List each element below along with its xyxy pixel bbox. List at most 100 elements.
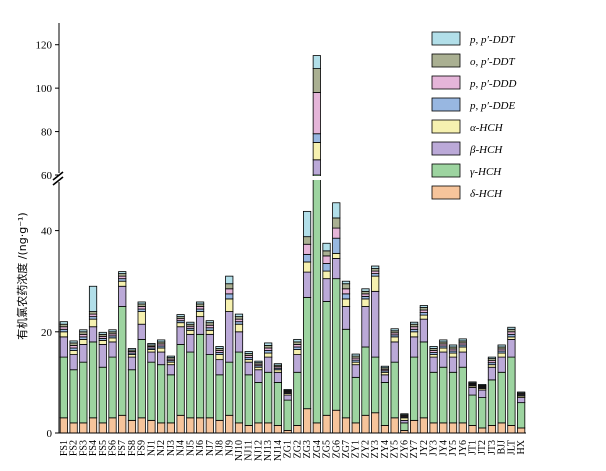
bar-segment-ZG4-0	[313, 423, 320, 433]
bar-segment-ZY4-7	[381, 366, 388, 368]
bar-segment-NJ3-7	[167, 356, 174, 358]
bar-segment-ZG6-5	[333, 228, 340, 238]
bar-segment-FS6-7	[109, 330, 116, 332]
bar-segment-NJ10-2	[235, 332, 242, 352]
bar-segment-NJ13-1	[264, 372, 271, 423]
bar-segment-FS9-0	[138, 418, 145, 433]
legend-label-0: p, p′-DDT	[469, 34, 515, 46]
bar-segment-FS6-2	[109, 342, 116, 357]
bar-segment-NJ2-2	[157, 352, 164, 365]
bar-segment-FS5-0	[99, 423, 106, 433]
bar-segment-NJ9-0	[226, 415, 233, 433]
bar-segment-JY2-3	[420, 315, 427, 319]
bar-segment-NJ14-0	[274, 425, 281, 433]
bar-segment-FS7-1	[119, 307, 126, 416]
bar-segment-JT3-2	[488, 367, 495, 380]
bar-segment-ZG3-0	[303, 409, 310, 433]
y-tick-label-80: 80	[41, 127, 53, 139]
bar-segment-NJ11-1	[245, 375, 252, 426]
legend-label-4: α-HCH	[470, 122, 504, 134]
bar-segment-ZG5-3	[323, 271, 330, 279]
bar-segment-ZY4-0	[381, 425, 388, 433]
bar-segment-JY6-0	[459, 423, 466, 433]
bar-segment-NJ14-2	[274, 372, 281, 382]
bar-segment-NJ5-7	[187, 322, 194, 324]
bar-segment-JY5-0	[449, 423, 456, 433]
bar-segment-FS7-7	[119, 272, 126, 274]
bar-segment-ZY2-2	[362, 307, 369, 347]
bar-segment-JY4-0	[440, 423, 447, 433]
bar-segment-NJ6-1	[196, 334, 203, 417]
bar-segment-NJ9-2	[226, 312, 233, 363]
bar-segment-ZY6-1	[401, 423, 408, 431]
bar-segment-FS3-2	[80, 344, 87, 362]
bar-segment-FS4-2	[89, 327, 96, 342]
bar-segment-FS9-2	[138, 324, 145, 339]
bar-segment-BJJ-3	[498, 353, 505, 357]
bar-segment-FS5-1	[99, 367, 106, 423]
bar-segment-NJ9-6	[226, 284, 233, 289]
bar-segment-JT3-0	[488, 425, 495, 433]
bar-segment-ZY1-0	[352, 423, 359, 433]
bar-segment-FS1-3	[60, 332, 67, 337]
bar-segment-ZY7-2	[410, 337, 417, 357]
bar-segment-FS5-2	[99, 344, 106, 367]
bar-segment-ZG3-4	[303, 254, 310, 262]
bar-segment-JT1-7	[469, 382, 476, 383]
bar-segment-FS2-1	[70, 370, 77, 423]
bar-segment-ZG6-1	[333, 279, 340, 411]
bar-segment-FS8-2	[128, 357, 135, 370]
bar-segment-FS3-3	[80, 339, 87, 344]
bar-segment-NJ10-7	[235, 314, 242, 317]
bar-segment-ZG2-3	[294, 350, 301, 355]
y-tick-label-40: 40	[41, 226, 53, 238]
bar-segment-NJ5-3	[187, 330, 194, 334]
bar-segment-ZY7-3	[410, 332, 417, 337]
bar-segment-NJ14-7	[274, 364, 281, 366]
bar-segment-JLT-2	[508, 339, 515, 357]
bar-segment-NJ9-1	[226, 362, 233, 415]
bar-segment-ZG4-2	[313, 160, 320, 175]
bar-segment-NJ8-0	[216, 420, 223, 433]
bar-segment-FS9-1	[138, 339, 145, 417]
bar-segment-JLT-7	[508, 327, 515, 329]
bar-segment-NJ3-0	[167, 423, 174, 433]
bar-segment-ZY7-7	[410, 322, 417, 324]
bar-segment-ZG2-1	[294, 372, 301, 425]
bar-segment-NJ1-7	[148, 343, 155, 345]
bar-segment-ZG6-0	[333, 410, 340, 433]
bar-segment-ZY3-2	[372, 291, 379, 357]
bar-segment-ZG7-7	[342, 281, 349, 284]
organochlorine-stacked-bar-chart: FS1FS2FS3FS4FS5FS6FS7FS8FS9NJ1NJ2NJ3NJ4N…	[0, 0, 606, 471]
bar-segment-ZG3-6	[303, 237, 310, 245]
bar-segment-NJ2-7	[157, 340, 164, 342]
bar-segment-ZY4-2	[381, 375, 388, 383]
bar-segment-JT2-0	[479, 428, 486, 433]
legend-swatch-2	[432, 76, 460, 89]
bar-segment-NJ1-1	[148, 362, 155, 420]
bar-segment-NJ9-4	[226, 294, 233, 299]
bar-segment-ZG5-1	[323, 301, 330, 415]
legend-label-6: γ-HCH	[470, 166, 502, 178]
bar-segment-ZY5-7	[391, 329, 398, 331]
bar-segment-NJ5-0	[187, 418, 194, 433]
bar-segment-FS7-0	[119, 415, 126, 433]
bar-segment-ZG7-2	[342, 307, 349, 330]
bar-segment-JY4-1	[440, 367, 447, 423]
bar-segment-JY6-7	[459, 339, 466, 341]
bar-segment-ZY1-1	[352, 377, 359, 423]
bar-segment-NJ11-2	[245, 362, 252, 375]
bar-segment-ZY3-3	[372, 276, 379, 291]
legend-swatch-7	[432, 186, 460, 199]
bar-segment-NJ2-1	[157, 365, 164, 423]
legend-swatch-3	[432, 98, 460, 111]
bar-segment-FS3-0	[80, 423, 87, 433]
bar-segment-FS5-3	[99, 340, 106, 344]
bar-segment-NJ12-1	[255, 382, 262, 422]
bar-segment-JT1-0	[469, 425, 476, 433]
legend-swatch-1	[432, 54, 460, 67]
bar-segment-JT2-1	[479, 398, 486, 428]
bar-segment-ZY2-0	[362, 415, 369, 433]
bar-segment-NJ7-1	[206, 355, 213, 418]
bar-segment-BJJ-2	[498, 357, 505, 372]
